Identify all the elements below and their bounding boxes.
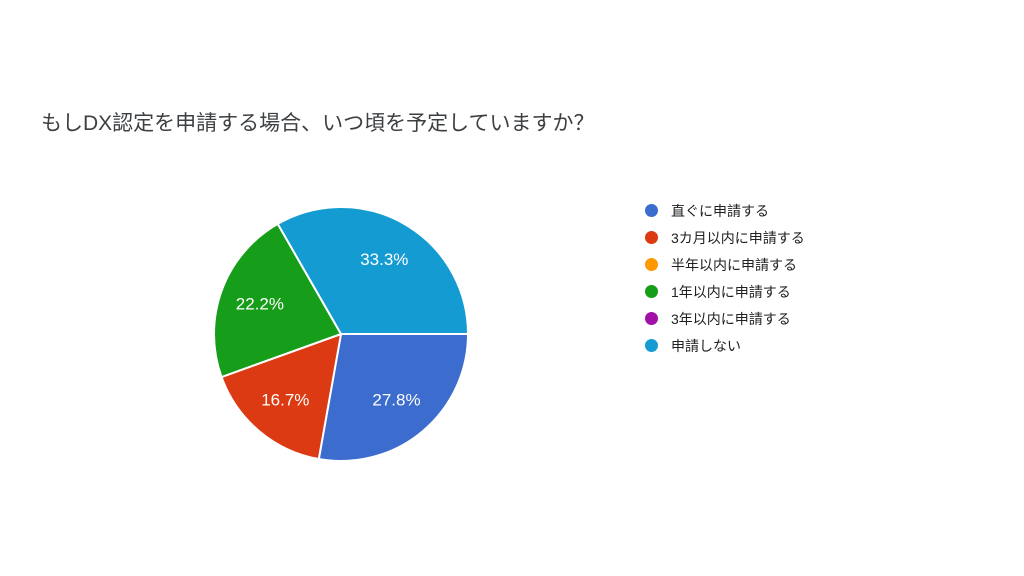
legend-item: 申請しない [645,332,805,359]
pie-slice [213,222,342,379]
legend-item: 直ぐに申請する [645,197,805,224]
chart-title: もしDX認定を申請する場合、いつ頃を予定していますか？ [41,112,595,135]
pie-chart: 27.8% 16.7% 22.2% 33.3% [213,206,469,462]
legend-swatch [645,258,658,271]
legend-swatch [645,204,658,217]
legend-label: 半年以内に申請する [671,256,797,273]
legend-label: 3年以内に申請する [671,310,791,327]
legend: 直ぐに申請する 3カ月以内に申請する 半年以内に申請する 1年以内に申請する 3年以内に… [645,197,805,359]
slice-percent-label: 16.7% [261,391,309,410]
legend-item: 1年以内に申請する [645,278,805,305]
legend-item: 3年以内に申請する [645,305,805,332]
pie-slice [220,333,342,461]
slice-percent-label: 33.3% [360,250,408,269]
legend-item: 3カ月以内に申請する [645,224,805,251]
legend-label: 直ぐに申請する [671,202,769,219]
legend-swatch [645,285,658,298]
legend-label: 1年以内に申請する [671,283,791,300]
legend-swatch [645,231,658,244]
legend-label: 申請しない [671,337,741,354]
pie-slice [276,206,469,335]
slice-percent-label: 27.8% [372,391,420,410]
slice-percent-label: 22.2% [236,295,284,314]
legend-label: 3カ月以内に申請する [671,229,805,246]
legend-item: 半年以内に申請する [645,251,805,278]
legend-swatch [645,312,658,325]
pie-slice [317,333,469,462]
legend-swatch [645,339,658,352]
